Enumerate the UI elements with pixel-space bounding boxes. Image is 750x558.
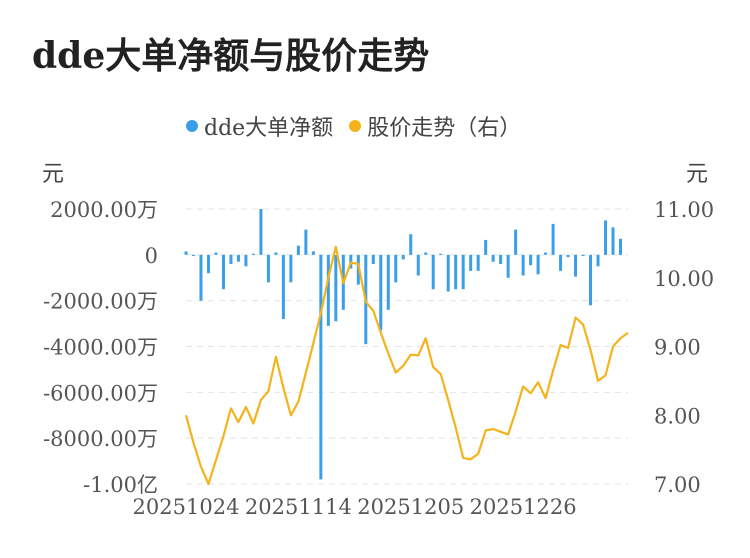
price-line [184, 245, 629, 486]
left-tick-label: -6000.00万 [43, 381, 158, 405]
dde-bar [589, 254, 593, 306]
left-tick-label: -8000.00万 [43, 427, 158, 451]
right-tick-label: 8.00 [654, 404, 701, 428]
dde-bar [446, 254, 450, 292]
dde-bar [199, 254, 203, 301]
dde-bar [334, 254, 338, 322]
legend-dot-dde-icon [186, 120, 198, 132]
dde-bar [191, 254, 195, 256]
dde-bar [304, 229, 308, 255]
left-tick-label: -2000.00万 [43, 290, 158, 314]
dde-bar [431, 254, 435, 290]
legend-label-price: 股价走势（右） [367, 116, 522, 141]
dde-bar [289, 254, 293, 283]
dde-bar [319, 254, 323, 480]
x-tick-label: 20251114 [245, 495, 352, 519]
dde-bar [281, 254, 285, 319]
dde-bar [379, 254, 383, 331]
dde-bar [551, 223, 555, 255]
dde-bar [469, 254, 473, 271]
left-tick-label: 0 [145, 244, 158, 268]
dde-bar [619, 238, 623, 255]
dde-bar [401, 254, 405, 260]
legend-item-price[interactable]: 股价走势（右） [349, 110, 521, 142]
left-tick-label: -4000.00万 [43, 336, 158, 360]
right-tick-label: 7.00 [654, 473, 701, 497]
left-axis-unit: 元 [42, 162, 65, 187]
dde-bar [424, 252, 428, 255]
dde-bar [214, 252, 218, 255]
dde-bar [236, 254, 240, 262]
dde-bar [454, 254, 458, 290]
legend: dde大单净额 股价走势（右） [186, 110, 537, 142]
dde-bar [356, 254, 360, 285]
dde-bar [296, 245, 300, 255]
dde-bar [514, 229, 518, 255]
dde-bar [536, 254, 540, 275]
legend-label-dde: dde大单净额 [204, 116, 334, 141]
x-tick-label: 20251226 [470, 495, 577, 519]
x-tick-label: 20251024 [133, 495, 240, 519]
right-tick-label: 11.00 [654, 198, 714, 222]
dde-bar [266, 254, 270, 283]
dde-bar [229, 254, 233, 264]
dde-bar [416, 254, 420, 276]
dde-bar [476, 254, 480, 271]
dde-bar [506, 254, 510, 278]
dde-bar [221, 254, 225, 290]
left-tick-label: -1.00亿 [83, 473, 158, 497]
x-tick-label: 20251205 [357, 495, 464, 519]
dde-bar [251, 253, 255, 255]
dde-bar [244, 254, 248, 267]
dde-bar [484, 239, 488, 255]
dde-bar [611, 227, 615, 255]
dde-bar [544, 252, 548, 255]
dde-bar [596, 254, 600, 267]
right-tick-label: 9.00 [654, 336, 701, 360]
dde-bar [439, 253, 443, 255]
dde-bar [259, 209, 263, 255]
dde-bar [521, 254, 525, 276]
left-tick-label: 2000.00万 [50, 198, 158, 222]
dde-bar [386, 254, 390, 310]
dde-bar [184, 251, 188, 255]
dde-bar [499, 254, 503, 264]
right-tick-label: 10.00 [654, 267, 714, 291]
dde-bar [566, 254, 570, 258]
dde-bar [574, 254, 578, 277]
dde-bar [326, 254, 330, 326]
dde-bar [461, 254, 465, 290]
dde-bar [274, 252, 278, 255]
dde-bar [371, 254, 375, 264]
legend-dot-price-icon [349, 120, 362, 132]
dde-bar [559, 254, 563, 271]
dde-bar [491, 254, 495, 262]
dde-bar [529, 254, 533, 266]
dde-bar [409, 234, 413, 255]
right-axis-unit: 元 [686, 162, 709, 187]
dde-bar [581, 254, 585, 256]
legend-item-dde[interactable]: dde大单净额 [186, 110, 333, 142]
dde-bar [206, 254, 210, 274]
chart-title: dde大单净额与股价走势 [32, 35, 430, 77]
dde-bar [394, 254, 398, 283]
dde-bar [604, 220, 608, 255]
dde-bar [311, 251, 315, 255]
